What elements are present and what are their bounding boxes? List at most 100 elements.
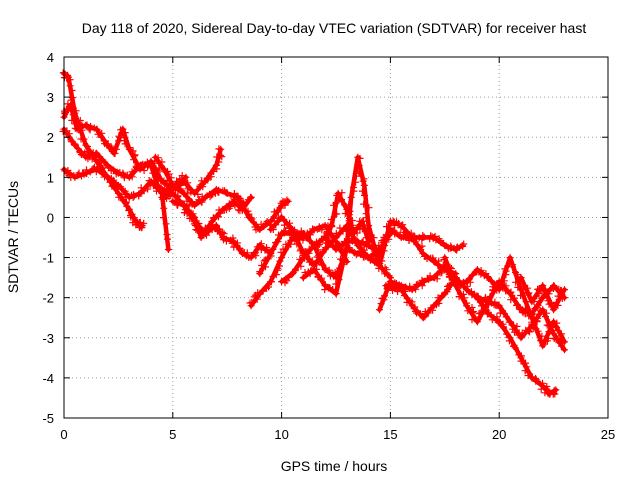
series-marker bbox=[65, 130, 73, 138]
series-marker bbox=[159, 214, 167, 222]
series-marker bbox=[131, 151, 139, 159]
series-marker bbox=[310, 226, 318, 234]
series-marker bbox=[321, 233, 329, 240]
series-marker bbox=[514, 271, 521, 278]
series-marker bbox=[94, 130, 102, 138]
series-marker bbox=[130, 214, 138, 222]
series-marker bbox=[540, 340, 548, 348]
y-tick-label: 0 bbox=[47, 210, 54, 225]
series-marker bbox=[399, 221, 407, 229]
series-marker bbox=[277, 214, 285, 222]
series-marker bbox=[360, 217, 367, 225]
series-marker bbox=[263, 245, 270, 253]
series-marker bbox=[553, 323, 561, 331]
x-tick-label: 10 bbox=[274, 427, 288, 442]
y-tick-label: 1 bbox=[47, 170, 54, 185]
series-marker bbox=[269, 245, 277, 253]
series-marker bbox=[296, 255, 304, 263]
series-marker bbox=[225, 200, 233, 208]
series-marker bbox=[222, 206, 230, 214]
series-marker bbox=[265, 283, 273, 291]
series-marker bbox=[317, 276, 325, 284]
series-marker bbox=[366, 255, 374, 263]
series-marker bbox=[557, 287, 565, 294]
series-marker bbox=[431, 273, 439, 281]
series-marker bbox=[505, 318, 513, 326]
series-marker bbox=[540, 288, 548, 296]
series-marker bbox=[292, 265, 299, 273]
ticks: 0 5 10 15 20 25 -5 -4 -3 -2 -1 0 1 2 3 4 bbox=[42, 50, 615, 442]
series-marker bbox=[176, 185, 183, 193]
series-marker bbox=[115, 193, 123, 201]
series-marker bbox=[115, 132, 123, 140]
series-marker bbox=[72, 141, 80, 149]
series-marker bbox=[552, 336, 560, 344]
series-marker bbox=[203, 175, 211, 182]
series-marker bbox=[325, 266, 333, 274]
series-marker bbox=[374, 248, 382, 256]
series-marker bbox=[280, 228, 288, 236]
series-marker bbox=[342, 227, 350, 234]
series-marker bbox=[365, 235, 373, 243]
series-marker bbox=[260, 257, 268, 265]
series-marker bbox=[411, 238, 419, 246]
series-marker bbox=[222, 237, 230, 245]
series-marker bbox=[89, 165, 97, 173]
series-marker bbox=[463, 299, 471, 307]
x-axis-label: GPS time / hours bbox=[281, 458, 388, 474]
series-marker bbox=[460, 240, 468, 248]
series-marker bbox=[69, 111, 77, 119]
series-marker bbox=[547, 300, 555, 307]
series-marker bbox=[455, 293, 463, 301]
series-marker bbox=[408, 298, 416, 306]
series-marker bbox=[375, 264, 383, 272]
series-marker bbox=[269, 226, 277, 233]
chart-title: Day 118 of 2020, Sidereal Day-to-day VTE… bbox=[82, 20, 587, 36]
series-marker bbox=[319, 248, 327, 256]
series-marker bbox=[93, 126, 101, 134]
series-marker bbox=[285, 224, 293, 232]
series-marker bbox=[157, 176, 165, 184]
y-axis-label: SDTVAR / TECUs bbox=[5, 181, 21, 293]
series-marker bbox=[204, 176, 212, 184]
series-marker bbox=[525, 312, 533, 320]
series-marker bbox=[78, 122, 86, 130]
series-marker bbox=[440, 256, 448, 264]
series-marker bbox=[350, 249, 358, 257]
series-marker bbox=[215, 158, 223, 166]
x-tick-label: 25 bbox=[601, 427, 615, 442]
series-marker bbox=[119, 169, 127, 177]
series-marker bbox=[328, 223, 336, 231]
series-marker bbox=[120, 137, 128, 145]
series-marker bbox=[552, 298, 560, 306]
data-point bbox=[136, 165, 144, 173]
series-marker bbox=[314, 273, 322, 281]
series-marker bbox=[420, 233, 428, 241]
series-marker bbox=[355, 169, 363, 177]
series-marker bbox=[163, 185, 171, 193]
series-marker bbox=[459, 290, 467, 298]
series-marker bbox=[517, 357, 525, 365]
series-marker bbox=[385, 272, 393, 280]
y-tick-label: -5 bbox=[42, 411, 54, 426]
data-point bbox=[550, 318, 558, 326]
series-marker bbox=[256, 268, 264, 276]
series-marker bbox=[183, 190, 191, 198]
series-marker bbox=[234, 206, 242, 214]
series-marker bbox=[460, 294, 468, 302]
series-marker bbox=[110, 180, 117, 188]
series-marker bbox=[68, 87, 76, 94]
series-marker bbox=[514, 283, 522, 291]
series-marker bbox=[314, 246, 322, 254]
series-marker bbox=[184, 179, 192, 187]
series-marker bbox=[335, 245, 343, 253]
series-marker bbox=[236, 207, 244, 215]
series-marker bbox=[193, 186, 201, 194]
y-tick-label: -4 bbox=[42, 371, 54, 386]
x-tick-label: 0 bbox=[60, 427, 67, 442]
series-marker bbox=[125, 144, 133, 152]
series-marker bbox=[101, 173, 109, 181]
series-marker bbox=[401, 287, 409, 295]
series-marker bbox=[68, 116, 76, 124]
